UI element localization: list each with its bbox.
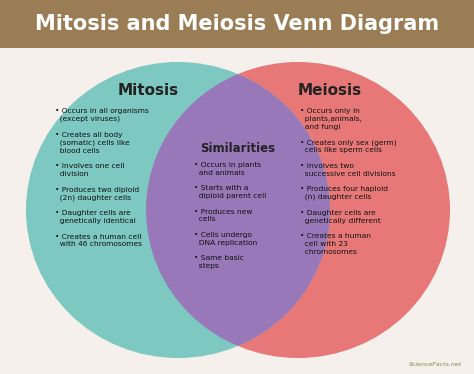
Text: Meiosis: Meiosis [298,83,362,98]
Bar [0,0,474,48]
Text: • Occurs in all organisms
  (except viruses)

• Creates all body
  (somatic) cel: • Occurs in all organisms (except viruse… [55,108,149,247]
Ellipse shape [146,62,450,358]
Ellipse shape [26,62,330,358]
Text: Similarities: Similarities [201,141,275,154]
Text: Mitosis and Meiosis Venn Diagram: Mitosis and Meiosis Venn Diagram [35,14,439,34]
Text: ScienceFacts.net: ScienceFacts.net [409,362,462,367]
Ellipse shape [146,62,450,358]
Text: • Occurs in plants
  and animals

• Starts with a
  diploid parent cell

• Produ: • Occurs in plants and animals • Starts … [194,162,266,269]
Text: • Occurs only in
  plants,animals,
  and fungi

• Creates only sex (germ)
  cell: • Occurs only in plants,animals, and fun… [300,108,397,254]
Text: Mitosis: Mitosis [118,83,179,98]
